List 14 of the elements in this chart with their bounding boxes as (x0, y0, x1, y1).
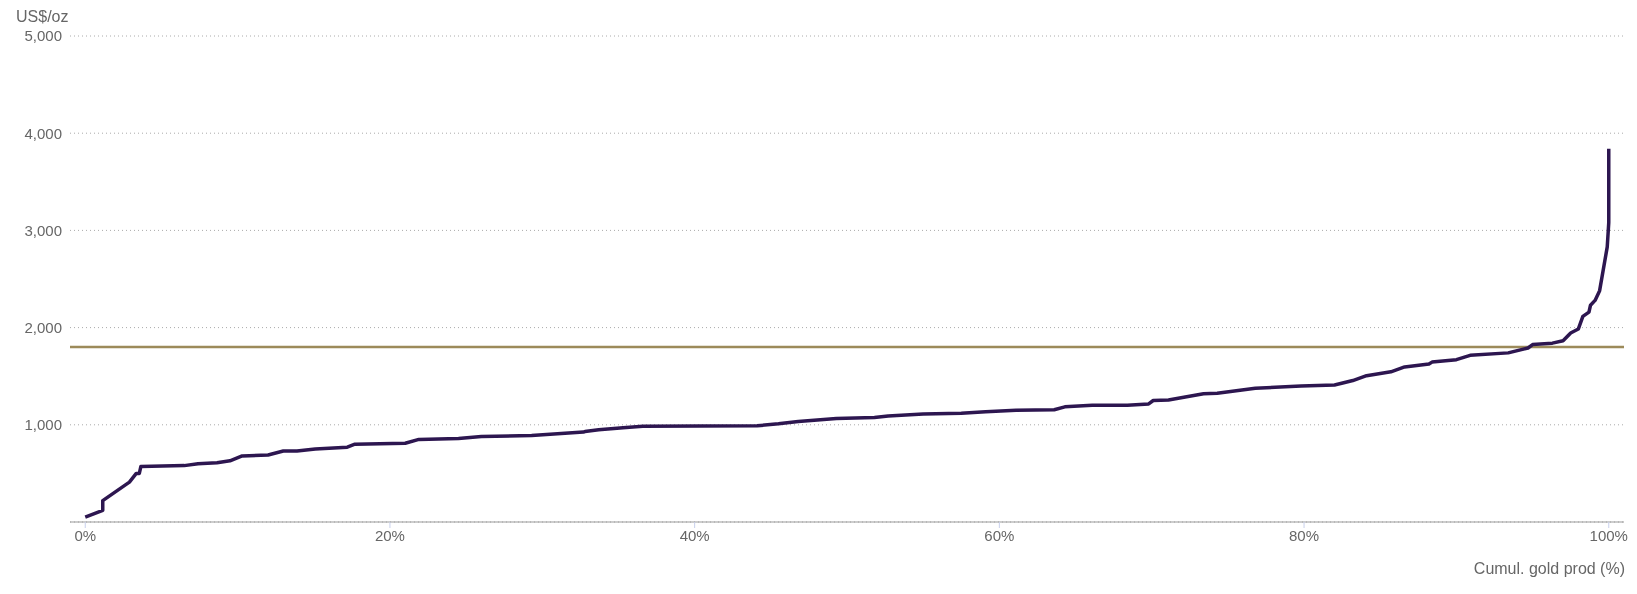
x-tick-label: 40% (679, 526, 710, 544)
y-tick-label: 5,000 (24, 27, 62, 45)
x-tick-label: 100% (1589, 526, 1628, 544)
x-tick-label: 60% (984, 526, 1015, 544)
x-axis-title: Cumul. gold prod (%) (1473, 560, 1625, 578)
y-tick-label: 2,000 (24, 318, 62, 336)
y-tick-label: 4,000 (24, 124, 62, 142)
y-tick-label: 1,000 (24, 416, 62, 434)
y-tick-label: 3,000 (24, 221, 62, 239)
x-tick-label: 0% (74, 526, 97, 544)
line-series (83, 147, 1611, 519)
x-tick-label: 80% (1289, 526, 1320, 544)
y-axis-title: US$/oz (16, 8, 69, 26)
x-tick-label: 20% (374, 526, 405, 544)
